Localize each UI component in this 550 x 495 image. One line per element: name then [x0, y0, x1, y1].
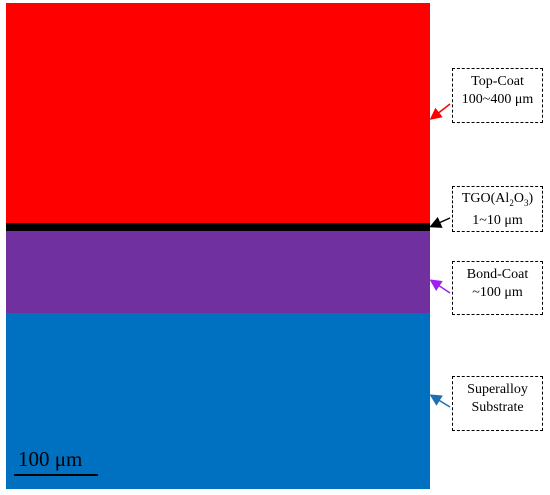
- scale-bar-label: 100 μm: [18, 447, 83, 471]
- bond-coat-name: Bond-Coat: [466, 267, 529, 282]
- arrow-substrate: [429, 394, 451, 408]
- top-coat-thickness: 100~400 μm: [461, 92, 534, 107]
- top-coat-label: Top-Coat 100~400 μm: [452, 68, 543, 123]
- arrow-tgo: [429, 216, 451, 228]
- scale-bar: [14, 474, 98, 476]
- arrow-top-coat: [429, 103, 451, 120]
- tgo-label: TGO(Al2O3) 1~10 μm: [452, 186, 543, 232]
- substrate-label: Superalloy Substrate: [452, 376, 543, 431]
- bond-coat-thickness: ~100 μm: [472, 285, 523, 300]
- tgo-thickness: 1~10 μm: [472, 212, 523, 228]
- bond-coat-label: Bond-Coat ~100 μm: [452, 261, 543, 315]
- tgo-name: TGO(Al2O3): [461, 191, 534, 208]
- substrate-layer: [6, 313, 430, 489]
- substrate-name-line1: Superalloy: [467, 382, 528, 397]
- bond-coat-layer: [6, 231, 430, 313]
- top-coat-name: Top-Coat: [471, 74, 524, 89]
- substrate-name-line2: Substrate: [471, 400, 524, 415]
- arrow-bond-coat: [429, 279, 451, 294]
- top-coat-layer: [6, 3, 430, 223]
- tgo-layer: [6, 223, 430, 231]
